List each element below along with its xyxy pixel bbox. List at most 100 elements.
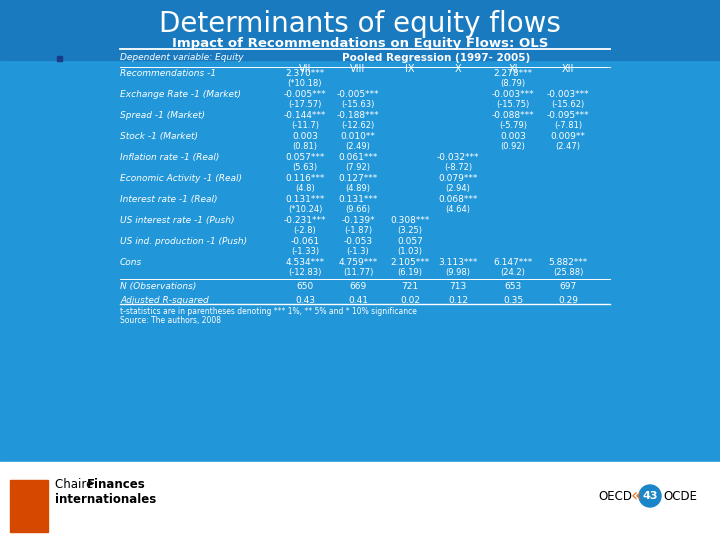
Text: X: X [455,64,462,74]
Text: -0.032***: -0.032*** [437,153,480,162]
Text: 0.35: 0.35 [503,296,523,305]
Text: 0.009**: 0.009** [551,132,585,141]
Text: Dependent variable: Equity: Dependent variable: Equity [120,53,243,62]
Text: -0.231***: -0.231*** [284,216,326,225]
Text: Economic Activity -1 (Real): Economic Activity -1 (Real) [120,174,242,183]
Text: Source: The authors, 2008: Source: The authors, 2008 [120,316,221,325]
Text: 653: 653 [505,282,521,291]
Text: (*10.24): (*10.24) [288,205,322,214]
Text: (-1.33): (-1.33) [291,247,319,256]
Text: Recommendations -1: Recommendations -1 [120,69,216,78]
Text: 4.534***: 4.534*** [285,258,325,267]
Text: (9.98): (9.98) [446,268,470,277]
Text: (-12.83): (-12.83) [288,268,322,277]
Text: 650: 650 [297,282,314,291]
Text: (-15.62): (-15.62) [552,100,585,109]
Text: 721: 721 [402,282,418,291]
Text: -0.188***: -0.188*** [337,111,379,120]
Text: Cons: Cons [120,258,143,267]
Text: -0.003***: -0.003*** [492,90,534,99]
Text: 0.127***: 0.127*** [338,174,377,183]
Text: t-statistics are in parentheses denoting *** 1%, ** 5% and * 10% significance: t-statistics are in parentheses denoting… [120,307,417,316]
Text: -0.053: -0.053 [343,237,372,246]
Text: (4.89): (4.89) [346,184,371,193]
Text: Adjusted R-squared: Adjusted R-squared [120,296,209,305]
Text: 0.057***: 0.057*** [285,153,325,162]
Text: 0.079***: 0.079*** [438,174,477,183]
Text: -0.144***: -0.144*** [284,111,326,120]
Text: 0.41: 0.41 [348,296,368,305]
Text: internationales: internationales [55,493,156,506]
Text: (25.88): (25.88) [553,268,583,277]
Text: 0.43: 0.43 [295,296,315,305]
Text: 0.308***: 0.308*** [390,216,430,225]
Text: 0.003: 0.003 [500,132,526,141]
Text: XII: XII [562,64,574,74]
Text: 713: 713 [449,282,467,291]
Text: 0.068***: 0.068*** [438,195,477,204]
Text: Interest rate -1 (Real): Interest rate -1 (Real) [120,195,217,204]
Text: 0.061***: 0.061*** [338,153,378,162]
Text: Impact of Recommendations on Equity Flows: OLS: Impact of Recommendations on Equity Flow… [172,37,548,50]
Text: 0.02: 0.02 [400,296,420,305]
Text: (-1.87): (-1.87) [344,226,372,235]
Text: 5.882***: 5.882*** [549,258,588,267]
Text: (9.66): (9.66) [346,205,371,214]
Text: (2.47): (2.47) [556,142,580,151]
Bar [10,480,48,532]
Text: 0.131***: 0.131*** [338,195,378,204]
Text: (-8.72): (-8.72) [444,163,472,172]
Text: -0.088***: -0.088*** [492,111,534,120]
Text: (1.03): (1.03) [397,247,423,256]
Text: 0.003: 0.003 [292,132,318,141]
Text: 43: 43 [642,491,658,501]
Text: -0.005***: -0.005*** [284,90,326,99]
Circle shape [639,485,661,507]
Text: N (Observations): N (Observations) [120,282,197,291]
Bar [0,0,720,462]
Text: Chaire: Chaire [55,478,97,491]
Text: 697: 697 [559,282,577,291]
Text: 669: 669 [349,282,366,291]
Text: (3.25): (3.25) [397,226,423,235]
Text: (4.64): (4.64) [446,205,470,214]
Text: (8.79): (8.79) [500,79,526,88]
Text: (6.19): (6.19) [397,268,423,277]
Bar [57,56,62,61]
Text: Exchange Rate -1 (Market): Exchange Rate -1 (Market) [120,90,241,99]
Text: (-7.81): (-7.81) [554,121,582,130]
Text: (24.2): (24.2) [500,268,526,277]
Text: Pooled Regression (1997- 2005): Pooled Regression (1997- 2005) [343,53,531,63]
Text: XI: XI [508,64,518,74]
Text: (-15.75): (-15.75) [496,100,530,109]
Text: US ind. production -1 (Push): US ind. production -1 (Push) [120,237,247,246]
Text: (-5.79): (-5.79) [499,121,527,130]
Text: Spread -1 (Market): Spread -1 (Market) [120,111,205,120]
Text: 0.29: 0.29 [558,296,578,305]
Text: -0.095***: -0.095*** [546,111,589,120]
Text: (0.92): (0.92) [500,142,526,151]
Text: (*10.18): (*10.18) [288,79,323,88]
Text: 3.113***: 3.113*** [438,258,477,267]
Text: Determinants of equity flows: Determinants of equity flows [159,10,561,38]
Text: (-17.57): (-17.57) [288,100,322,109]
Text: 0.057: 0.057 [397,237,423,246]
Text: IX: IX [405,64,415,74]
Text: (-15.63): (-15.63) [341,100,374,109]
Text: US interest rate -1 (Push): US interest rate -1 (Push) [120,216,235,225]
Text: (-2.8): (-2.8) [294,226,316,235]
Text: (-1.3): (-1.3) [346,247,369,256]
Text: (11.77): (11.77) [343,268,373,277]
Text: 4.759***: 4.759*** [338,258,377,267]
Text: Finances: Finances [87,478,145,491]
Text: -0.005***: -0.005*** [337,90,379,99]
Bar [0,0,720,60]
Text: -0.061: -0.061 [290,237,320,246]
Text: (-12.62): (-12.62) [341,121,374,130]
Text: VII: VII [299,64,311,74]
Text: VIII: VIII [351,64,366,74]
Text: 2.105***: 2.105*** [390,258,430,267]
Text: 6.147***: 6.147*** [493,258,533,267]
Text: (0.81): (0.81) [292,142,318,151]
Text: OECD: OECD [598,489,632,503]
